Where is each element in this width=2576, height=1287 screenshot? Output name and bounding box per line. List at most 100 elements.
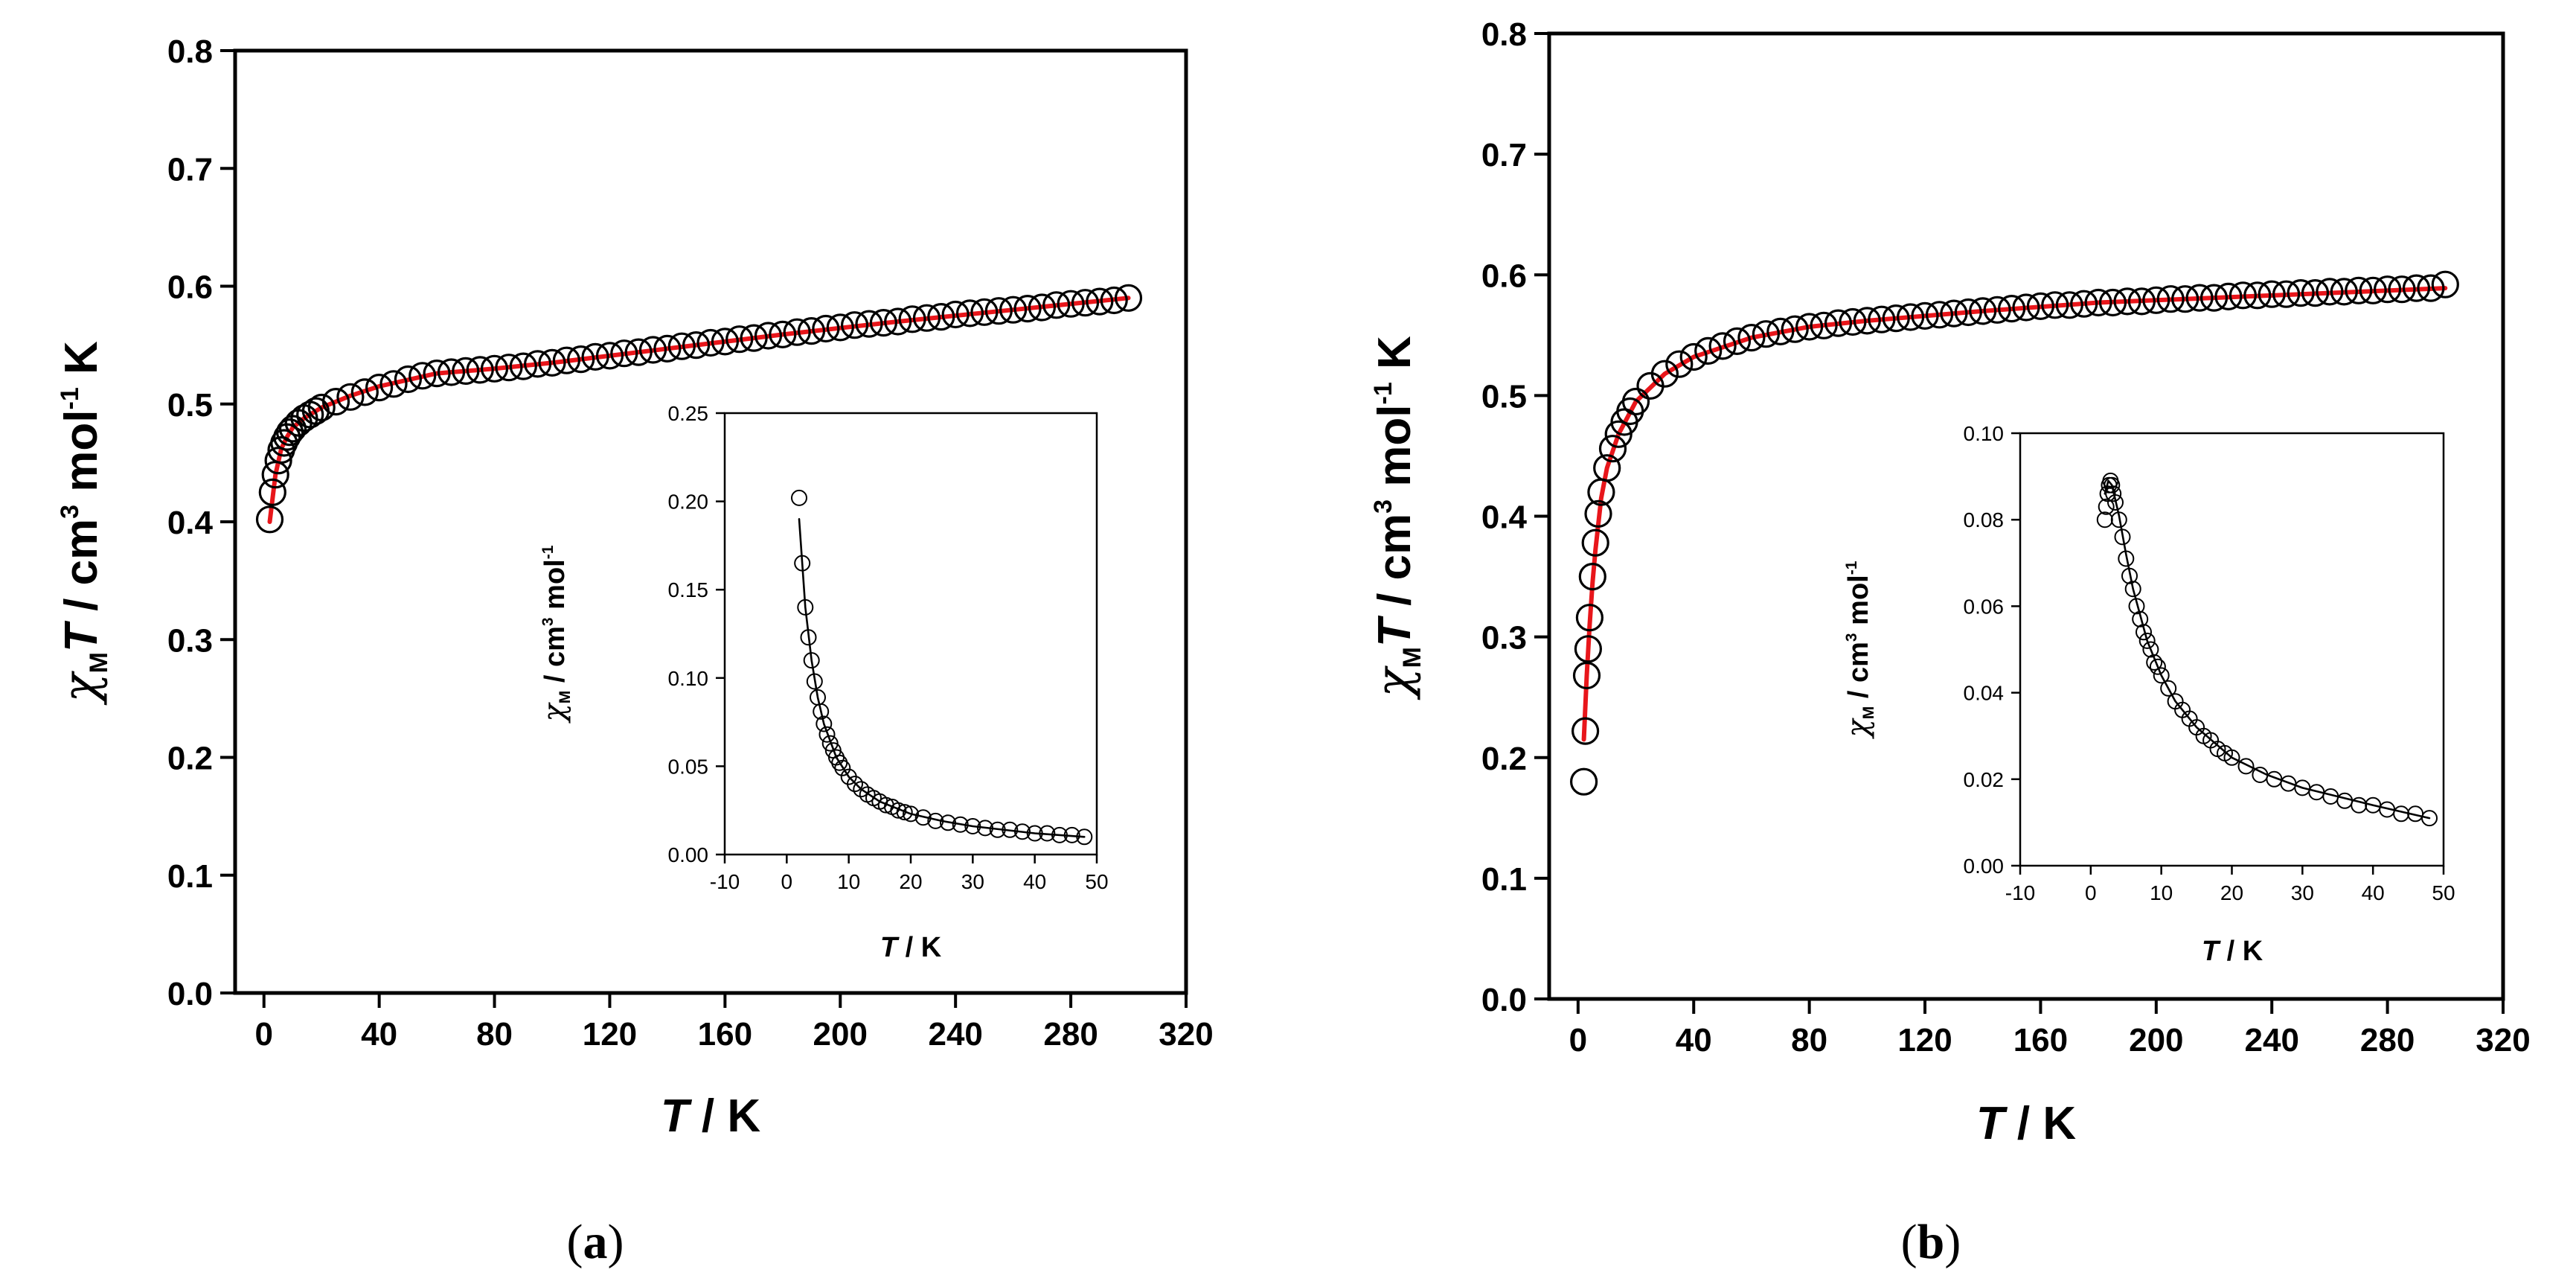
sup-3: 3 [1369, 499, 1397, 514]
inset-data-point [803, 652, 820, 669]
data-point [667, 332, 696, 360]
x-tick-label: 0 [1569, 1022, 1587, 1058]
data-point [2156, 285, 2185, 313]
inset-data-point [821, 735, 839, 752]
inset-data-point [1063, 826, 1080, 843]
data-point [624, 338, 653, 366]
y-tick-label: 0.5 [1481, 378, 1527, 415]
data-point [1954, 298, 1982, 327]
inset-x-tick-label: 20 [899, 870, 922, 893]
data-point [552, 346, 581, 374]
data-point [423, 360, 451, 388]
data-point [2113, 287, 2141, 316]
data-point [466, 356, 494, 384]
sup-neg1: -1 [1369, 382, 1397, 404]
inset-chi-symbol: χ [1841, 717, 1875, 739]
data-point [2098, 288, 2127, 317]
data-point [682, 331, 711, 360]
data-point [307, 393, 336, 422]
chi-symbol: χ [53, 671, 109, 706]
sup-neg1: -1 [56, 387, 84, 409]
inset-unit-k: / K [897, 932, 942, 963]
data-point [350, 378, 379, 406]
inset-x-tick-label: 50 [2432, 881, 2455, 904]
panel-label-close: ) [1944, 1215, 1961, 1269]
inset-data-point [890, 802, 907, 819]
data-point [696, 328, 725, 357]
data-point [941, 300, 970, 329]
inset-x-tick-label: -10 [2005, 881, 2035, 904]
y-tick-label: 0.4 [1481, 499, 1528, 536]
data-point [2171, 285, 2199, 313]
data-point [2287, 279, 2315, 307]
data-point [2243, 281, 2272, 310]
data-point [1795, 313, 1824, 341]
sup-3: 3 [56, 505, 84, 519]
data-point [1752, 320, 1780, 348]
data-point [1940, 299, 1968, 328]
data-point [2330, 278, 2358, 306]
inset-data-point [834, 759, 851, 776]
data-point [1998, 295, 2026, 323]
data-point [1574, 635, 1602, 663]
data-point [2185, 284, 2214, 312]
data-point [610, 339, 638, 368]
panel-label-letter: b [1917, 1215, 1945, 1269]
inset-data-point [1076, 828, 1093, 846]
data-point [2374, 275, 2402, 304]
inset-x-tick-label: 40 [2362, 881, 2385, 904]
data-point [1911, 301, 1939, 330]
data-point [711, 328, 740, 356]
data-point [258, 478, 286, 507]
data-point [783, 318, 811, 346]
inset-y-tick-label: 0.00 [1964, 855, 2005, 878]
inset-data-point [2104, 476, 2121, 494]
inset-data-point [853, 781, 870, 798]
data-point [2345, 276, 2373, 304]
data-point [912, 304, 941, 332]
chart-panel-a: 0 40 80 120 160 200 240 280 3200.00.10.20.30.40.… [53, 33, 1214, 1269]
inset-data-point [2223, 749, 2240, 766]
unit-cm: / cm [56, 519, 107, 624]
inset-data-point [2136, 624, 2152, 641]
y-tick-label: 0.8 [1481, 16, 1527, 53]
x-tick-label: 160 [2013, 1022, 2068, 1058]
inset-data-point [806, 673, 823, 690]
data-point [1621, 387, 1650, 416]
inset-t-symbol: T [880, 932, 900, 963]
inset-data-point [2138, 632, 2156, 649]
x-tick-label: 200 [2129, 1022, 2183, 1058]
inset-data-point [2121, 567, 2138, 584]
inset-data-point [2153, 667, 2170, 684]
data-point [2431, 270, 2459, 298]
y-tick-label: 0.8 [167, 33, 213, 70]
inset-y-tick-label: 0.05 [668, 755, 709, 778]
inset-data-point [952, 816, 969, 833]
x-tick-label: 0 [254, 1016, 272, 1053]
panel-label-open: ( [567, 1215, 583, 1269]
inset-x-axis-label: T / K [2202, 936, 2263, 967]
data-point [1114, 284, 1143, 312]
data-point [2026, 292, 2054, 320]
data-point [1571, 717, 1600, 745]
data-point [480, 354, 509, 383]
data-point [769, 320, 797, 348]
chart-panel-b: 0 40 80 120 160 200 240 280 3200.00.10.20.30.40.… [1366, 16, 2531, 1269]
inset-data-point [2124, 581, 2141, 598]
inset-x-tick-label: 0 [2085, 881, 2097, 904]
inset-x-tick-label: 50 [1085, 870, 1108, 893]
data-point [394, 365, 423, 394]
data-point [1665, 350, 1694, 378]
inset-x-tick-label: 40 [1023, 870, 1046, 893]
data-point [1694, 336, 1723, 365]
data-point [509, 352, 537, 380]
data-point [1572, 661, 1601, 690]
x-tick-label: 200 [813, 1016, 868, 1053]
inset-x-tick-label: 10 [837, 870, 860, 893]
y-tick-label: 0.5 [167, 387, 213, 424]
data-point [2417, 274, 2445, 302]
inset-chart: -10 0 10 20 30 40 50 0.00 0.02 0.04 0.06 0.08 0.10 T … [1841, 422, 2455, 967]
data-point [812, 314, 840, 343]
unit-k: K [1369, 336, 1420, 382]
inset-sup-neg1: -1 [1843, 561, 1860, 575]
